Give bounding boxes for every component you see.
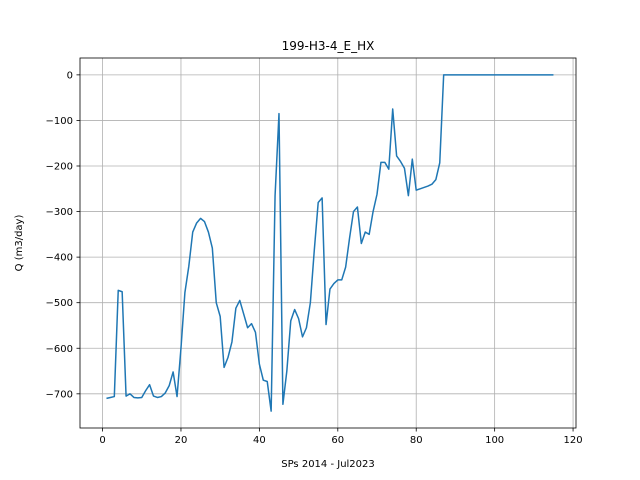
y-axis-label: Q (m3/day) bbox=[14, 215, 25, 272]
y-tick-label: −100 bbox=[46, 116, 73, 127]
y-tick-label: −500 bbox=[46, 298, 73, 309]
x-tick-label: 80 bbox=[410, 435, 423, 446]
x-axis-label: SPs 2014 - Jul2023 bbox=[281, 459, 375, 470]
y-tick-label: 0 bbox=[67, 70, 73, 81]
x-tick-label: 60 bbox=[331, 435, 344, 446]
y-tick-label: −700 bbox=[46, 389, 73, 400]
x-tick-label: 20 bbox=[175, 435, 188, 446]
chart-title: 199-H3-4_E_HX bbox=[282, 39, 375, 53]
x-tick-label: 0 bbox=[99, 435, 105, 446]
axis-ticks: 0 20 40 60 80 100 120 0 −100 −200 −300 −400 −500 −600… bbox=[46, 70, 583, 446]
series-line bbox=[106, 74, 554, 412]
y-tick-label: −400 bbox=[46, 253, 73, 264]
x-tick-label: 40 bbox=[253, 435, 266, 446]
x-tick-label: 100 bbox=[485, 435, 504, 446]
y-tick-label: −200 bbox=[46, 161, 73, 172]
x-tick-label: 120 bbox=[564, 435, 583, 446]
y-tick-label: −600 bbox=[46, 344, 73, 355]
y-tick-label: −300 bbox=[46, 207, 73, 218]
plot-frame bbox=[79, 57, 577, 429]
